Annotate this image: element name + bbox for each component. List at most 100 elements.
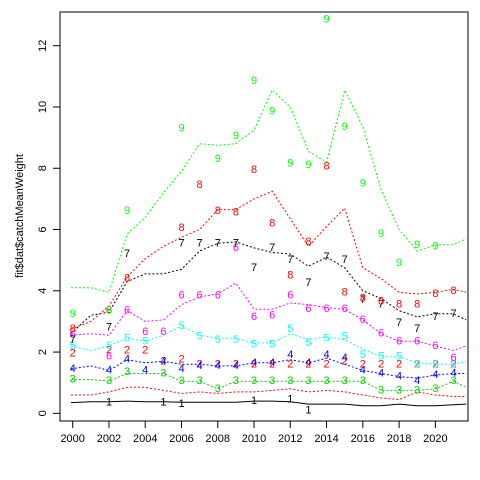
data-point-series-8: 8: [378, 296, 384, 308]
data-point-series-2: 2: [215, 358, 221, 370]
data-point-series-7: 7: [324, 251, 330, 263]
data-point-series-2: 2: [197, 358, 203, 370]
data-point-series-2: 2: [233, 358, 239, 370]
data-point-series-3: 3: [432, 383, 438, 395]
x-tick-label: 2018: [387, 433, 411, 445]
data-point-series-6: 6: [450, 352, 456, 364]
axes: 2000 2002 2004 2006 2008 2010 2012 2014 2016 2018…: [37, 11, 469, 445]
data-point-series-7: 7: [396, 317, 402, 329]
data-point-series-8: 8: [251, 164, 257, 176]
data-point-series-7: 7: [251, 262, 257, 274]
data-point-series-7: 7: [378, 299, 384, 311]
data-point-series-3: 3: [324, 375, 330, 387]
data-point-series-7: 7: [70, 334, 76, 346]
data-point-series-6: 6: [269, 309, 275, 321]
data-point-series-9: 9: [269, 106, 275, 118]
series-lines: [70, 88, 467, 407]
data-point-series-6: 6: [287, 289, 293, 301]
data-point-series-8: 8: [342, 286, 348, 298]
data-point-series-4: 4: [215, 360, 221, 372]
data-point-series-4: 4: [342, 352, 348, 364]
x-tick-label: 2014: [314, 433, 338, 445]
data-point-series-8: 8: [70, 323, 76, 335]
data-point-series-5: 5: [215, 334, 221, 346]
data-point-series-1: 1: [287, 394, 293, 406]
data-point-series-1: 1: [251, 395, 257, 407]
data-point-series-1: 1: [305, 404, 311, 416]
data-point-series-9: 9: [215, 153, 221, 165]
series-line-3: [70, 373, 467, 391]
data-point-series-7: 7: [269, 242, 275, 254]
data-point-series-9: 9: [305, 159, 311, 171]
data-point-series-6: 6: [178, 289, 184, 301]
data-point-series-8: 8: [432, 288, 438, 300]
data-point-series-8: 8: [269, 217, 275, 229]
data-point-series-2: 2: [287, 358, 293, 370]
data-point-series-9: 9: [106, 305, 112, 317]
data-point-series-5: 5: [305, 337, 311, 349]
data-point-series-4: 4: [70, 363, 76, 375]
data-point-series-5: 5: [396, 351, 402, 363]
data-point-series-8: 8: [287, 270, 293, 282]
data-point-series-5: 5: [178, 320, 184, 332]
data-point-series-9: 9: [396, 257, 402, 269]
data-point-series-3: 3: [70, 374, 76, 386]
data-point-series-9: 9: [70, 308, 76, 320]
data-point-series-2: 2: [178, 354, 184, 366]
series-line-9: [70, 88, 467, 293]
y-tick-label: 0: [37, 410, 49, 416]
data-point-series-9: 9: [251, 75, 257, 87]
data-point-series-4: 4: [233, 360, 239, 372]
data-point-series-7: 7: [124, 248, 130, 260]
data-point-series-5: 5: [70, 340, 76, 352]
data-point-series-1: 1: [106, 397, 112, 409]
data-point-series-9: 9: [432, 240, 438, 252]
x-tick-label: 2004: [133, 433, 157, 445]
data-point-series-6: 6: [124, 305, 130, 317]
data-point-series-5: 5: [251, 338, 257, 350]
data-point-series-7: 7: [360, 294, 366, 306]
data-point-series-4: 4: [269, 357, 275, 369]
data-point-series-4: 4: [450, 368, 456, 380]
data-point-series-6: 6: [160, 326, 166, 338]
data-point-series-3: 3: [360, 375, 366, 387]
y-tick-label: 4: [37, 288, 49, 294]
data-point-series-6: 6: [70, 329, 76, 341]
data-point-series-6: 6: [414, 335, 420, 347]
data-point-series-4: 4: [432, 369, 438, 381]
data-point-series-5: 5: [378, 351, 384, 363]
x-tick-label: 2016: [351, 433, 375, 445]
x-tick-label: 2012: [278, 433, 302, 445]
data-point-series-3: 3: [378, 384, 384, 396]
data-point-series-7: 7: [414, 323, 420, 335]
data-point-series-8: 8: [324, 161, 330, 173]
series-line-4: [70, 357, 467, 379]
data-point-series-7: 7: [106, 322, 112, 334]
data-point-series-4: 4: [142, 364, 148, 376]
data-point-series-7: 7: [197, 237, 203, 249]
data-point-series-7: 7: [432, 311, 438, 323]
series-line-2: [70, 386, 467, 401]
y-tick-label: 8: [37, 165, 49, 171]
data-point-series-9: 9: [378, 228, 384, 240]
data-point-series-3: 3: [106, 375, 112, 387]
data-point-series-3: 3: [287, 375, 293, 387]
x-tick-label: 2006: [169, 433, 193, 445]
data-point-series-2: 2: [378, 358, 384, 370]
data-point-series-9: 9: [360, 178, 366, 190]
data-point-series-8: 8: [414, 299, 420, 311]
data-point-series-2: 2: [414, 358, 420, 370]
data-point-series-6: 6: [106, 351, 112, 363]
data-point-series-4: 4: [324, 349, 330, 361]
data-point-series-9: 9: [342, 121, 348, 133]
data-point-series-3: 3: [124, 366, 130, 378]
data-point-series-9: 9: [178, 122, 184, 134]
plot-frame: [59, 11, 469, 422]
data-point-series-3: 3: [160, 368, 166, 380]
data-point-series-2: 2: [342, 355, 348, 367]
data-point-series-8: 8: [106, 305, 112, 317]
y-axis-title: fit$dat$catchMeanWeight: [14, 154, 26, 278]
series-line-8: [70, 190, 467, 330]
data-point-series-2: 2: [106, 345, 112, 357]
